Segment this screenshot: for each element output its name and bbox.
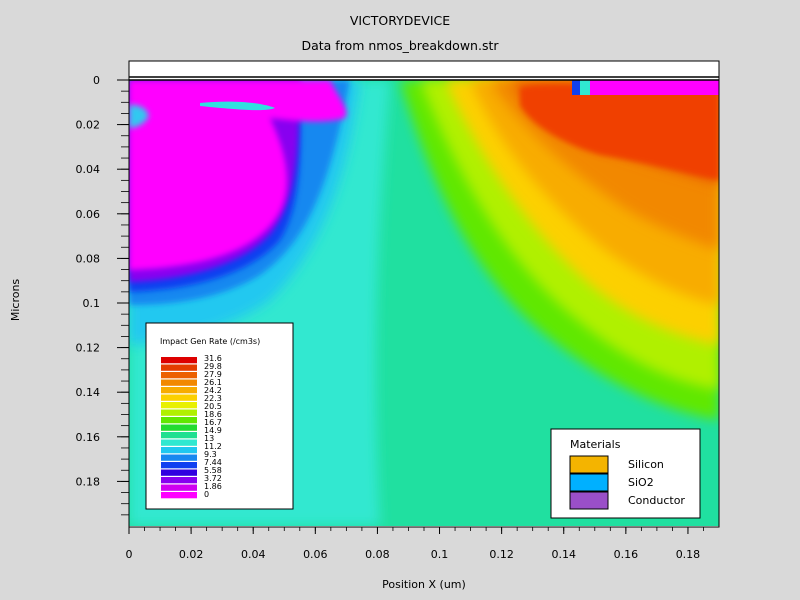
colorbar-label-11: 11.2: [204, 442, 222, 451]
colorbar-swatch-16: [161, 477, 197, 484]
colorbar-title: Impact Gen Rate (/cm3s): [160, 337, 260, 346]
x-tick-label-3: 0.06: [303, 548, 328, 561]
colorbar-label-6: 20.5: [204, 402, 222, 411]
colorbar-label-5: 22.3: [204, 394, 222, 403]
x-axis-label: Position X (um): [382, 578, 466, 591]
colorbar-label-14: 5.58: [204, 466, 222, 475]
x-tick-label-8: 0.16: [614, 548, 639, 561]
field-cyan-notch: [129, 104, 149, 128]
legend-swatch-conductor: [569, 491, 609, 510]
colorbar-swatch-13: [161, 454, 197, 461]
x-tick-label-5: 0.1: [431, 548, 449, 561]
colorbar-swatch-3: [161, 379, 197, 386]
colorbar-label-8: 16.7: [204, 418, 222, 427]
colorbar-swatch-8: [161, 417, 197, 424]
colorbar-label-15: 3.72: [204, 474, 222, 483]
field-contact-edge-cyan: [580, 80, 590, 95]
colorbar-swatch-15: [161, 469, 197, 476]
legend-entries: Silicon SiO2 Conductor: [569, 455, 685, 510]
colorbar-swatch-9: [161, 424, 197, 431]
materials-legend: Materials Silicon SiO2 Conductor: [550, 428, 701, 519]
legend-swatch-silicon: [569, 455, 609, 474]
field-magenta-gap: [200, 101, 275, 111]
legend-label-sio2: SiO2: [628, 476, 654, 489]
colorbar-entries: 31.629.827.926.124.222.320.518.616.714.9…: [161, 354, 222, 499]
impact-generation-field: [129, 80, 719, 526]
colorbar-swatch-7: [161, 409, 197, 416]
colorbar-label-16: 1.86: [204, 482, 222, 491]
colorbar-swatch-2: [161, 372, 197, 379]
y-tick-label-7: 0.14: [76, 386, 101, 399]
y-tick-label-6: 0.12: [76, 342, 101, 355]
colorbar-label-9: 14.9: [204, 426, 222, 435]
x-tick-label-1: 0.02: [179, 548, 204, 561]
colorbar-label-17: 0: [204, 490, 209, 499]
colorbar-swatch-18: [161, 492, 197, 499]
x-tick-label-9: 0.18: [676, 548, 701, 561]
y-tick-label-9: 0.18: [76, 475, 101, 488]
field-magenta-region: [129, 80, 347, 270]
x-tick-label-7: 0.14: [551, 548, 576, 561]
chart-subtitle: Data from nmos_breakdown.str: [301, 38, 499, 53]
y-tick-label-2: 0.04: [76, 163, 101, 176]
colorbar-label-13: 7.44: [204, 458, 222, 467]
colorbar-label-10: 13: [204, 434, 214, 443]
field-drain-contact-region: [590, 80, 719, 95]
y-tick-label-3: 0.06: [76, 208, 101, 221]
colorbar-swatch-5: [161, 394, 197, 401]
colorbar-swatch-12: [161, 447, 197, 454]
y-tick-label-4: 0.08: [76, 252, 101, 265]
colorbar-label-1: 29.8: [204, 362, 222, 371]
field-contact-edge-blue: [572, 80, 580, 95]
y-axis-label: Microns: [9, 279, 22, 322]
y-tick-label-5: 0.1: [83, 297, 101, 310]
colorbar-label-7: 18.6: [204, 410, 222, 419]
x-tick-label-0: 0: [126, 548, 133, 561]
y-tick-label-1: 0.02: [76, 119, 101, 132]
colorbar-swatch-14: [161, 462, 197, 469]
colorbar-swatch-10: [161, 432, 197, 439]
colorbar-label-0: 31.6: [204, 354, 222, 363]
y-tick-label-8: 0.16: [76, 431, 101, 444]
x-tick-label-2: 0.04: [241, 548, 266, 561]
colorbar-swatch-6: [161, 402, 197, 409]
chart-title: VICTORYDEVICE: [349, 13, 451, 28]
x-tick-label-6: 0.12: [489, 548, 514, 561]
field-red-band: [520, 84, 719, 180]
legend-label-conductor: Conductor: [628, 494, 685, 507]
x-tick-label-4: 0.08: [365, 548, 390, 561]
colorbar-label-4: 24.2: [204, 386, 222, 395]
colorbar-swatch-17: [161, 484, 197, 491]
colorbar-swatch-0: [161, 357, 197, 364]
colorbar-label-3: 26.1: [204, 378, 222, 387]
legend-label-silicon: Silicon: [628, 458, 664, 471]
colorbar-label-12: 9.3: [204, 450, 217, 459]
colorbar-panel: Impact Gen Rate (/cm3s) 31.629.827.926.1…: [145, 322, 294, 510]
colorbar-label-2: 27.9: [204, 370, 222, 379]
colorbar-swatch-1: [161, 364, 197, 371]
colorbar-swatch-4: [161, 387, 197, 394]
y-axis: 0 0.02 0.04 0.06 0.08 0.1 0.12 0.14 0.16 0.18: [76, 74, 129, 516]
legend-title: Materials: [570, 438, 621, 451]
y-tick-label-0: 0: [93, 74, 100, 87]
colorbar-swatch-11: [161, 439, 197, 446]
x-axis: 0 0.02 0.04 0.06 0.08 0.1 0.12 0.14 0.16 0.18: [126, 527, 704, 561]
legend-swatch-sio2: [569, 473, 609, 492]
